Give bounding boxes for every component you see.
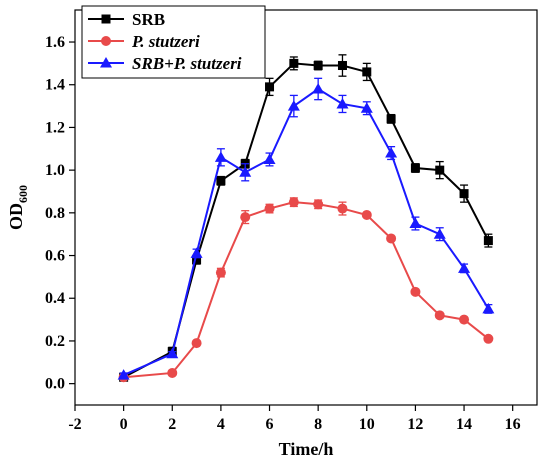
data-point <box>312 83 325 94</box>
data-point <box>313 61 323 71</box>
data-point <box>337 203 348 214</box>
legend-label: P. stutzeri <box>131 32 200 51</box>
data-point <box>239 166 252 177</box>
data-point <box>361 209 372 220</box>
series-layer <box>117 54 495 383</box>
data-point <box>191 338 202 349</box>
x-tick-label: 4 <box>217 416 225 433</box>
x-tick-label: 14 <box>456 416 472 433</box>
series-0 <box>119 54 493 382</box>
data-point <box>289 58 299 68</box>
data-point <box>435 165 445 175</box>
data-point <box>434 310 445 321</box>
data-point <box>190 247 203 258</box>
data-point <box>288 197 299 208</box>
x-tick-label: 12 <box>407 416 423 433</box>
data-point <box>409 217 422 229</box>
x-tick-label: -2 <box>68 416 81 433</box>
series-1 <box>118 197 494 383</box>
data-point <box>386 233 397 244</box>
y-tick-label: 0.6 <box>45 248 65 265</box>
y-tick-label: 0.8 <box>45 205 65 222</box>
data-point <box>482 302 495 314</box>
x-tick-label: 16 <box>505 416 521 433</box>
data-point <box>192 255 202 265</box>
y-tick-label: 0.2 <box>45 333 65 350</box>
legend-label: SRB+P. stutzeri <box>132 54 242 73</box>
y-axis-title: OD600 <box>6 185 30 230</box>
data-point <box>215 267 226 278</box>
data-point <box>386 114 396 124</box>
data-point <box>410 286 421 297</box>
data-point <box>459 189 469 199</box>
legend-item-0: SRB <box>88 10 165 29</box>
data-point <box>337 61 347 71</box>
axes: -2 0 2 4 6 8 10 12 14 16 0.0 0.2 0.4 0.6 0.8 1.0 1.2 1.4 1… <box>45 9 538 433</box>
x-tick-label: 2 <box>168 416 176 433</box>
data-point <box>336 97 349 109</box>
data-point <box>287 100 300 111</box>
y-axis-title-main: OD <box>6 203 26 230</box>
y-tick-label: 0.0 <box>45 376 65 393</box>
data-point <box>410 163 420 173</box>
data-point <box>166 347 179 359</box>
data-point <box>167 367 178 378</box>
data-point <box>385 147 398 158</box>
x-tick-label: 10 <box>359 416 375 433</box>
data-point <box>458 262 471 273</box>
data-point <box>313 199 324 210</box>
y-tick-label: 0.4 <box>45 290 65 307</box>
x-tick-label: 6 <box>266 416 274 433</box>
y-tick-label: 1.0 <box>45 162 65 179</box>
data-point <box>433 228 446 239</box>
x-tick-label: 8 <box>314 416 322 433</box>
series-line <box>123 87 490 377</box>
data-point <box>362 67 372 77</box>
data-point <box>214 151 227 162</box>
series-2 <box>117 77 495 380</box>
data-point <box>263 153 276 164</box>
y-tick-label: 1.6 <box>45 34 65 51</box>
series-line <box>123 201 489 379</box>
legend-marker <box>101 14 111 24</box>
legend: SRB P. stutzeri SRB+P. stutzeri <box>81 5 266 79</box>
legend-item-2: SRB+P. stutzeri <box>88 54 242 73</box>
data-point <box>459 314 470 325</box>
data-point <box>265 82 275 92</box>
plot-frame <box>74 9 538 406</box>
data-point <box>240 212 251 223</box>
x-tick-label: 0 <box>120 416 128 433</box>
data-point <box>264 203 275 214</box>
y-axis-title-subscript: 600 <box>16 185 30 203</box>
y-tick-label: 1.2 <box>45 119 65 136</box>
data-point <box>360 102 373 113</box>
legend-label: SRB <box>132 10 165 29</box>
legend-marker <box>100 57 112 68</box>
data-point <box>483 236 493 246</box>
x-axis-title: Time/h <box>279 439 334 459</box>
legend-marker <box>101 36 111 46</box>
legend-item-1: P. stutzeri <box>88 32 200 51</box>
data-point <box>216 176 226 186</box>
y-tick-label: 1.4 <box>45 77 65 94</box>
data-point <box>117 369 130 380</box>
data-point <box>483 333 494 344</box>
